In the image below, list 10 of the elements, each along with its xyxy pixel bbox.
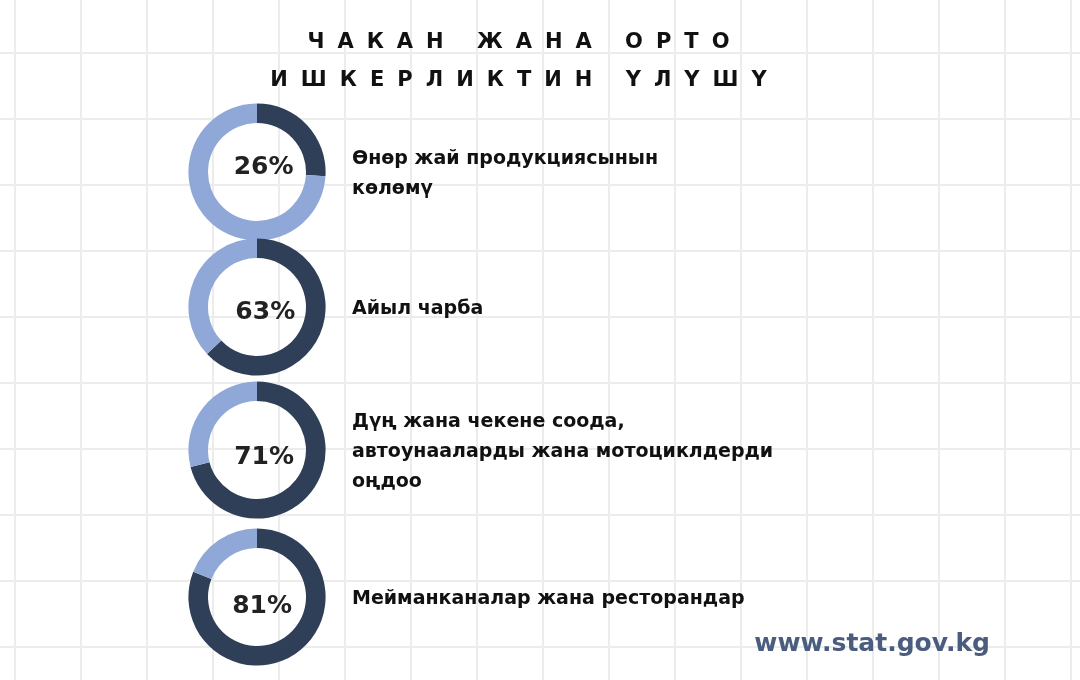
slice-label: Мейманканалар жана ресторандар	[352, 586, 745, 608]
chart-title: ЧАКАН ЖАНА ОРТО ИШКЕРЛИКТИН ҮЛҮШҮ	[269, 28, 781, 93]
data-label: 63%	[235, 296, 296, 326]
slice-label: Өнөр жай продукциясынын көлөмү	[352, 145, 660, 200]
slice-label: Дүң жана чекене соода, автоунааларды жана мотоциклдерди oңдоо	[352, 409, 775, 491]
slice-label: Айыл чарба	[352, 295, 485, 320]
text: www.stat.gov.kg	[754, 628, 990, 657]
data-label: 81%	[232, 589, 292, 619]
data-label: 71%	[234, 441, 295, 471]
data-label: 26%	[233, 151, 294, 181]
